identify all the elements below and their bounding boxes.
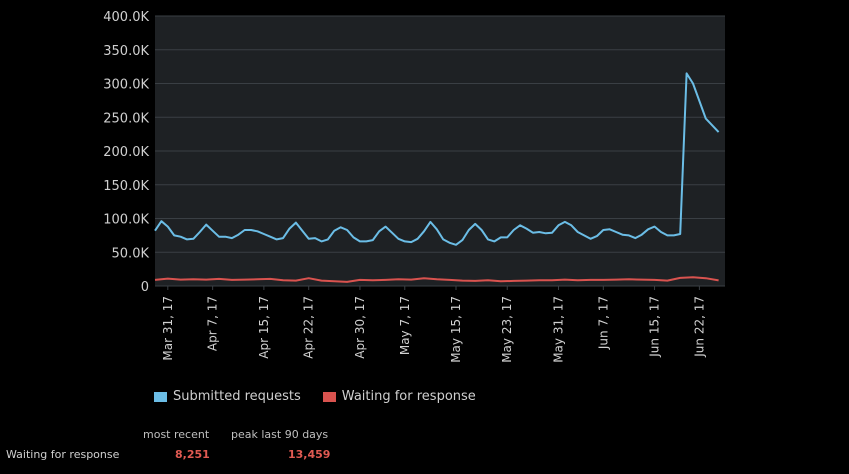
x-tick-label: May 15, 17 (449, 296, 463, 363)
x-tick-label: Mar 31, 17 (161, 296, 175, 361)
x-tick-label: Jun 22, 17 (692, 296, 706, 358)
stats-row-label: Waiting for response (6, 448, 120, 461)
legend-label-waiting: Waiting for response (341, 389, 476, 404)
x-tick-label: May 7, 17 (398, 296, 412, 355)
x-tick-label: Apr 22, 17 (302, 296, 316, 359)
legend-label-submitted: Submitted requests (173, 389, 301, 404)
y-tick-label: 200.0K (103, 145, 149, 160)
grid-lines (155, 15, 725, 287)
series-submitted-line (154, 72, 720, 246)
legend-swatch-waiting (322, 391, 336, 402)
y-tick-label: 350.0K (103, 44, 149, 59)
header-most-recent: most recent (143, 428, 210, 441)
x-tick-label: May 23, 17 (500, 296, 514, 363)
line-chart: 0 50.0K 100.0K 150.0K 200.0K 250.0K 300.0K 350.… (103, 10, 725, 363)
stats-recent-value: 8,251 (175, 448, 210, 461)
legend-item-waiting[interactable]: Waiting for response (322, 389, 476, 404)
x-tick-label: Apr 30, 17 (353, 296, 367, 359)
y-tick-label: 300.0K (103, 78, 149, 93)
stats-peak-value: 13,459 (288, 448, 331, 461)
y-tick-label: 400.0K (103, 10, 149, 25)
x-tick-label: Jun 7, 17 (596, 296, 610, 350)
x-tick-label: May 31, 17 (551, 296, 565, 363)
y-tick-label: 100.0K (103, 213, 149, 228)
legend-item-submitted[interactable]: Submitted requests (154, 389, 301, 404)
series-waiting-line (154, 276, 719, 283)
y-tick-label: 50.0K (112, 246, 150, 261)
x-axis: Mar 31, 17 Apr 7, 17 Apr 15, 17 Apr 22, 17 A… (161, 286, 706, 363)
x-tick-label: Apr 7, 17 (206, 296, 220, 351)
y-tick-label: 150.0K (103, 179, 149, 194)
y-tick-label: 0 (141, 280, 149, 295)
header-peak: peak last 90 days (231, 428, 329, 441)
legend-swatch-submitted (154, 391, 167, 402)
x-tick-label: Jun 15, 17 (648, 296, 662, 358)
x-tick-label: Apr 15, 17 (257, 296, 271, 359)
y-tick-label: 250.0K (103, 111, 149, 126)
y-axis: 0 50.0K 100.0K 150.0K 200.0K 250.0K 300.0K 350.… (103, 10, 149, 295)
series-layer (154, 72, 720, 283)
chart-legend: Submitted requests Waiting for response (154, 389, 476, 404)
